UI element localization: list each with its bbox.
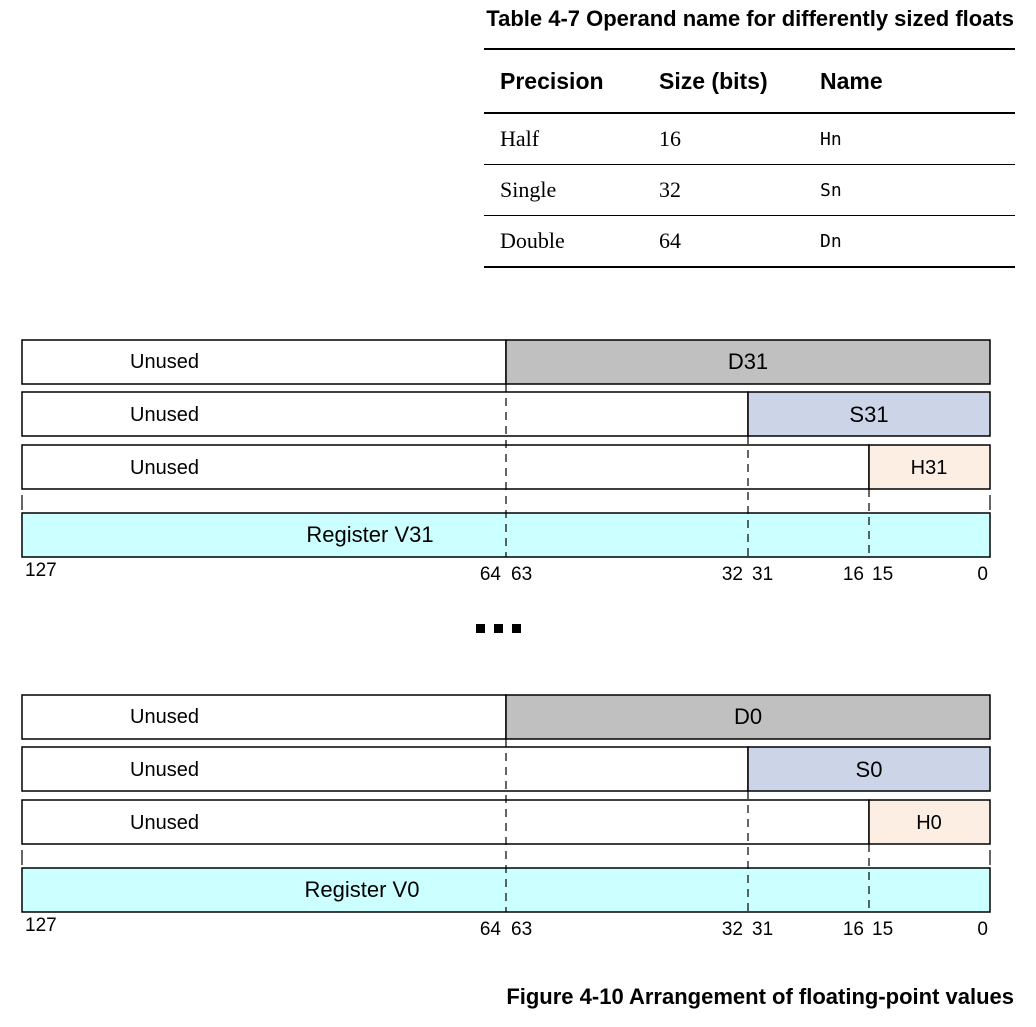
bit-label: 15 [872,919,893,940]
table-caption: Table 4-7 Operand name for differently s… [486,6,1014,31]
table-header-row: Precision Size (bits) Name [484,48,1015,114]
register-label: Register V31 [306,522,433,547]
unused-label: Unused [130,404,199,426]
single-label: S31 [849,402,888,427]
half-box [868,444,991,490]
bit-label: 16 [843,564,864,585]
unused-box [21,799,870,845]
unused-box [21,391,749,437]
half-box [868,799,991,845]
unused-box [21,444,870,490]
header-size: Size (bits) [643,48,804,114]
table-row: Half 16 Hn [484,113,1015,165]
header-precision: Precision [484,48,643,114]
figure-caption: Figure 4-10 Arrangement of floating-poin… [506,984,1014,1009]
single-box [747,391,991,437]
double-label: D0 [734,704,762,729]
register-group-v0: Unused D0 Unused S0 Unused H0 Register V… [21,694,991,940]
unused-box [21,746,749,792]
bit-label: 15 [872,564,893,585]
bit-label: 31 [752,919,773,940]
table-row: Double 64 Dn [484,215,1015,268]
single-label: S0 [856,757,883,782]
cell-size: 64 [643,215,804,268]
bit-label: 32 [722,564,743,585]
cell-name: Hn [804,113,1015,165]
double-box [505,339,991,385]
register-box [21,867,991,913]
half-label: H0 [916,812,942,834]
unused-box [21,339,507,385]
bit-label: 0 [977,564,988,585]
unused-label: Unused [130,351,199,373]
bit-label: 64 [480,919,502,940]
register-box [21,512,991,558]
unused-label: Unused [130,812,199,834]
bit-label: 63 [511,919,532,940]
half-label: H31 [911,457,948,479]
header-name: Name [804,48,1015,114]
bit-label: 64 [480,564,502,585]
cell-precision: Double [484,215,643,268]
bit-label: 127 [25,915,57,936]
double-box [505,694,991,740]
bit-label: 63 [511,564,532,585]
double-label: D31 [728,349,768,374]
unused-box [21,694,507,740]
unused-label: Unused [130,457,199,479]
ellipsis-dots [476,624,521,633]
cell-precision: Half [484,113,643,165]
cell-size: 16 [643,113,804,165]
bit-label: 31 [752,564,773,585]
bit-label: 32 [722,919,743,940]
single-box [747,746,991,792]
bit-label: 16 [843,919,864,940]
cell-size: 32 [643,164,804,216]
cell-name: Sn [804,164,1015,216]
cell-precision: Single [484,164,643,216]
unused-label: Unused [130,759,199,781]
operand-table: Precision Size (bits) Name Half 16 Hn Si… [484,48,1015,268]
register-label: Register V0 [305,877,420,902]
table-row: Single 32 Sn [484,164,1015,216]
bit-label: 0 [977,919,988,940]
register-group-v31: Unused D31 Unused S31 Unused H31 Registe… [21,339,991,585]
cell-name: Dn [804,215,1015,268]
unused-label: Unused [130,706,199,728]
bit-label: 127 [25,560,57,581]
